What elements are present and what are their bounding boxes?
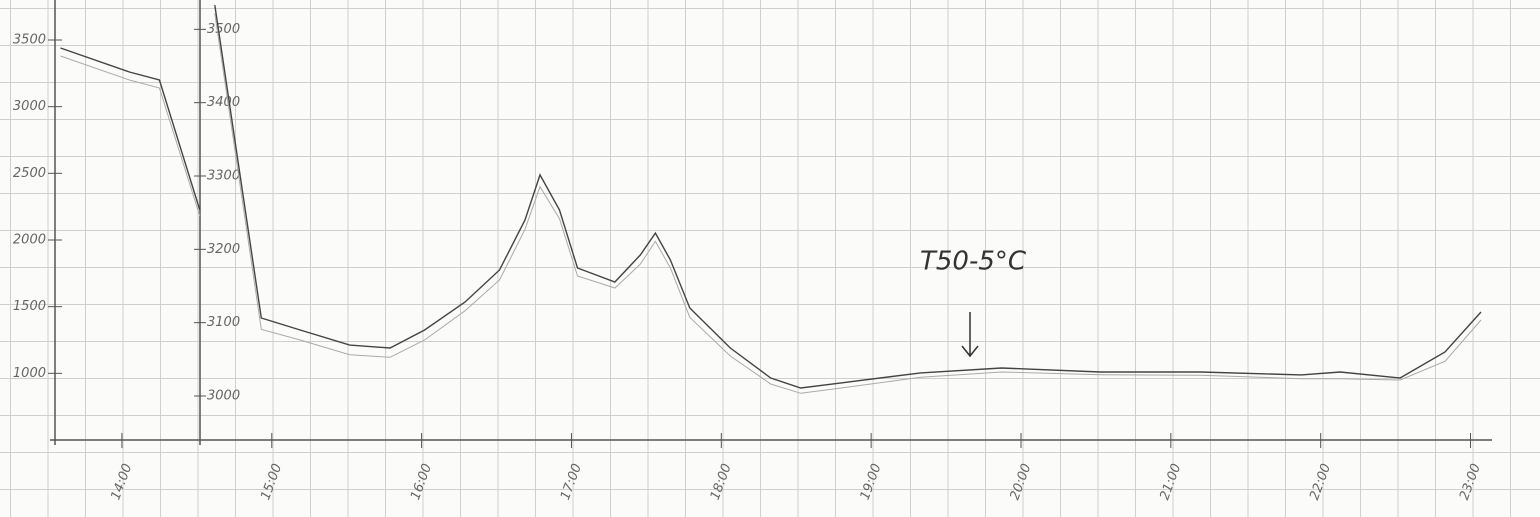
y2-tick-label: 3500	[207, 22, 240, 37]
y-tick-label: 3500	[13, 33, 46, 48]
x-tick-label: 17:00	[558, 462, 585, 502]
y-tick-label: 2500	[13, 166, 46, 181]
y2-tick-label: 3400	[207, 95, 240, 110]
y-tick-label: 1500	[13, 299, 46, 314]
x-tick-label: 22:00	[1307, 462, 1334, 502]
y2-tick-label: 3200	[207, 242, 240, 257]
y-tick-label: 1000	[13, 366, 46, 381]
y-tick-label: 2000	[13, 233, 46, 248]
annotation: T50-5°C	[920, 247, 1027, 277]
y2-tick-label: 3000	[207, 389, 240, 404]
y2-tick-label: 3300	[207, 169, 240, 184]
x-tick-label: 14:00	[108, 462, 135, 502]
data-line	[60, 13, 1482, 394]
x-tick-label: 20:00	[1008, 462, 1035, 502]
y-tick-label: 3000	[13, 99, 46, 114]
annotation-arrow	[961, 312, 979, 358]
x-tick-label: 19:00	[858, 462, 885, 502]
x-tick-label: 18:00	[708, 462, 735, 502]
data-line	[60, 4, 1482, 389]
x-tick-label: 21:00	[1157, 462, 1184, 502]
x-tick-label: 23:00	[1457, 462, 1484, 502]
x-tick-label: 15:00	[258, 462, 285, 502]
x-tick-label: 16:00	[408, 462, 435, 502]
y2-tick-label: 3100	[207, 315, 240, 330]
